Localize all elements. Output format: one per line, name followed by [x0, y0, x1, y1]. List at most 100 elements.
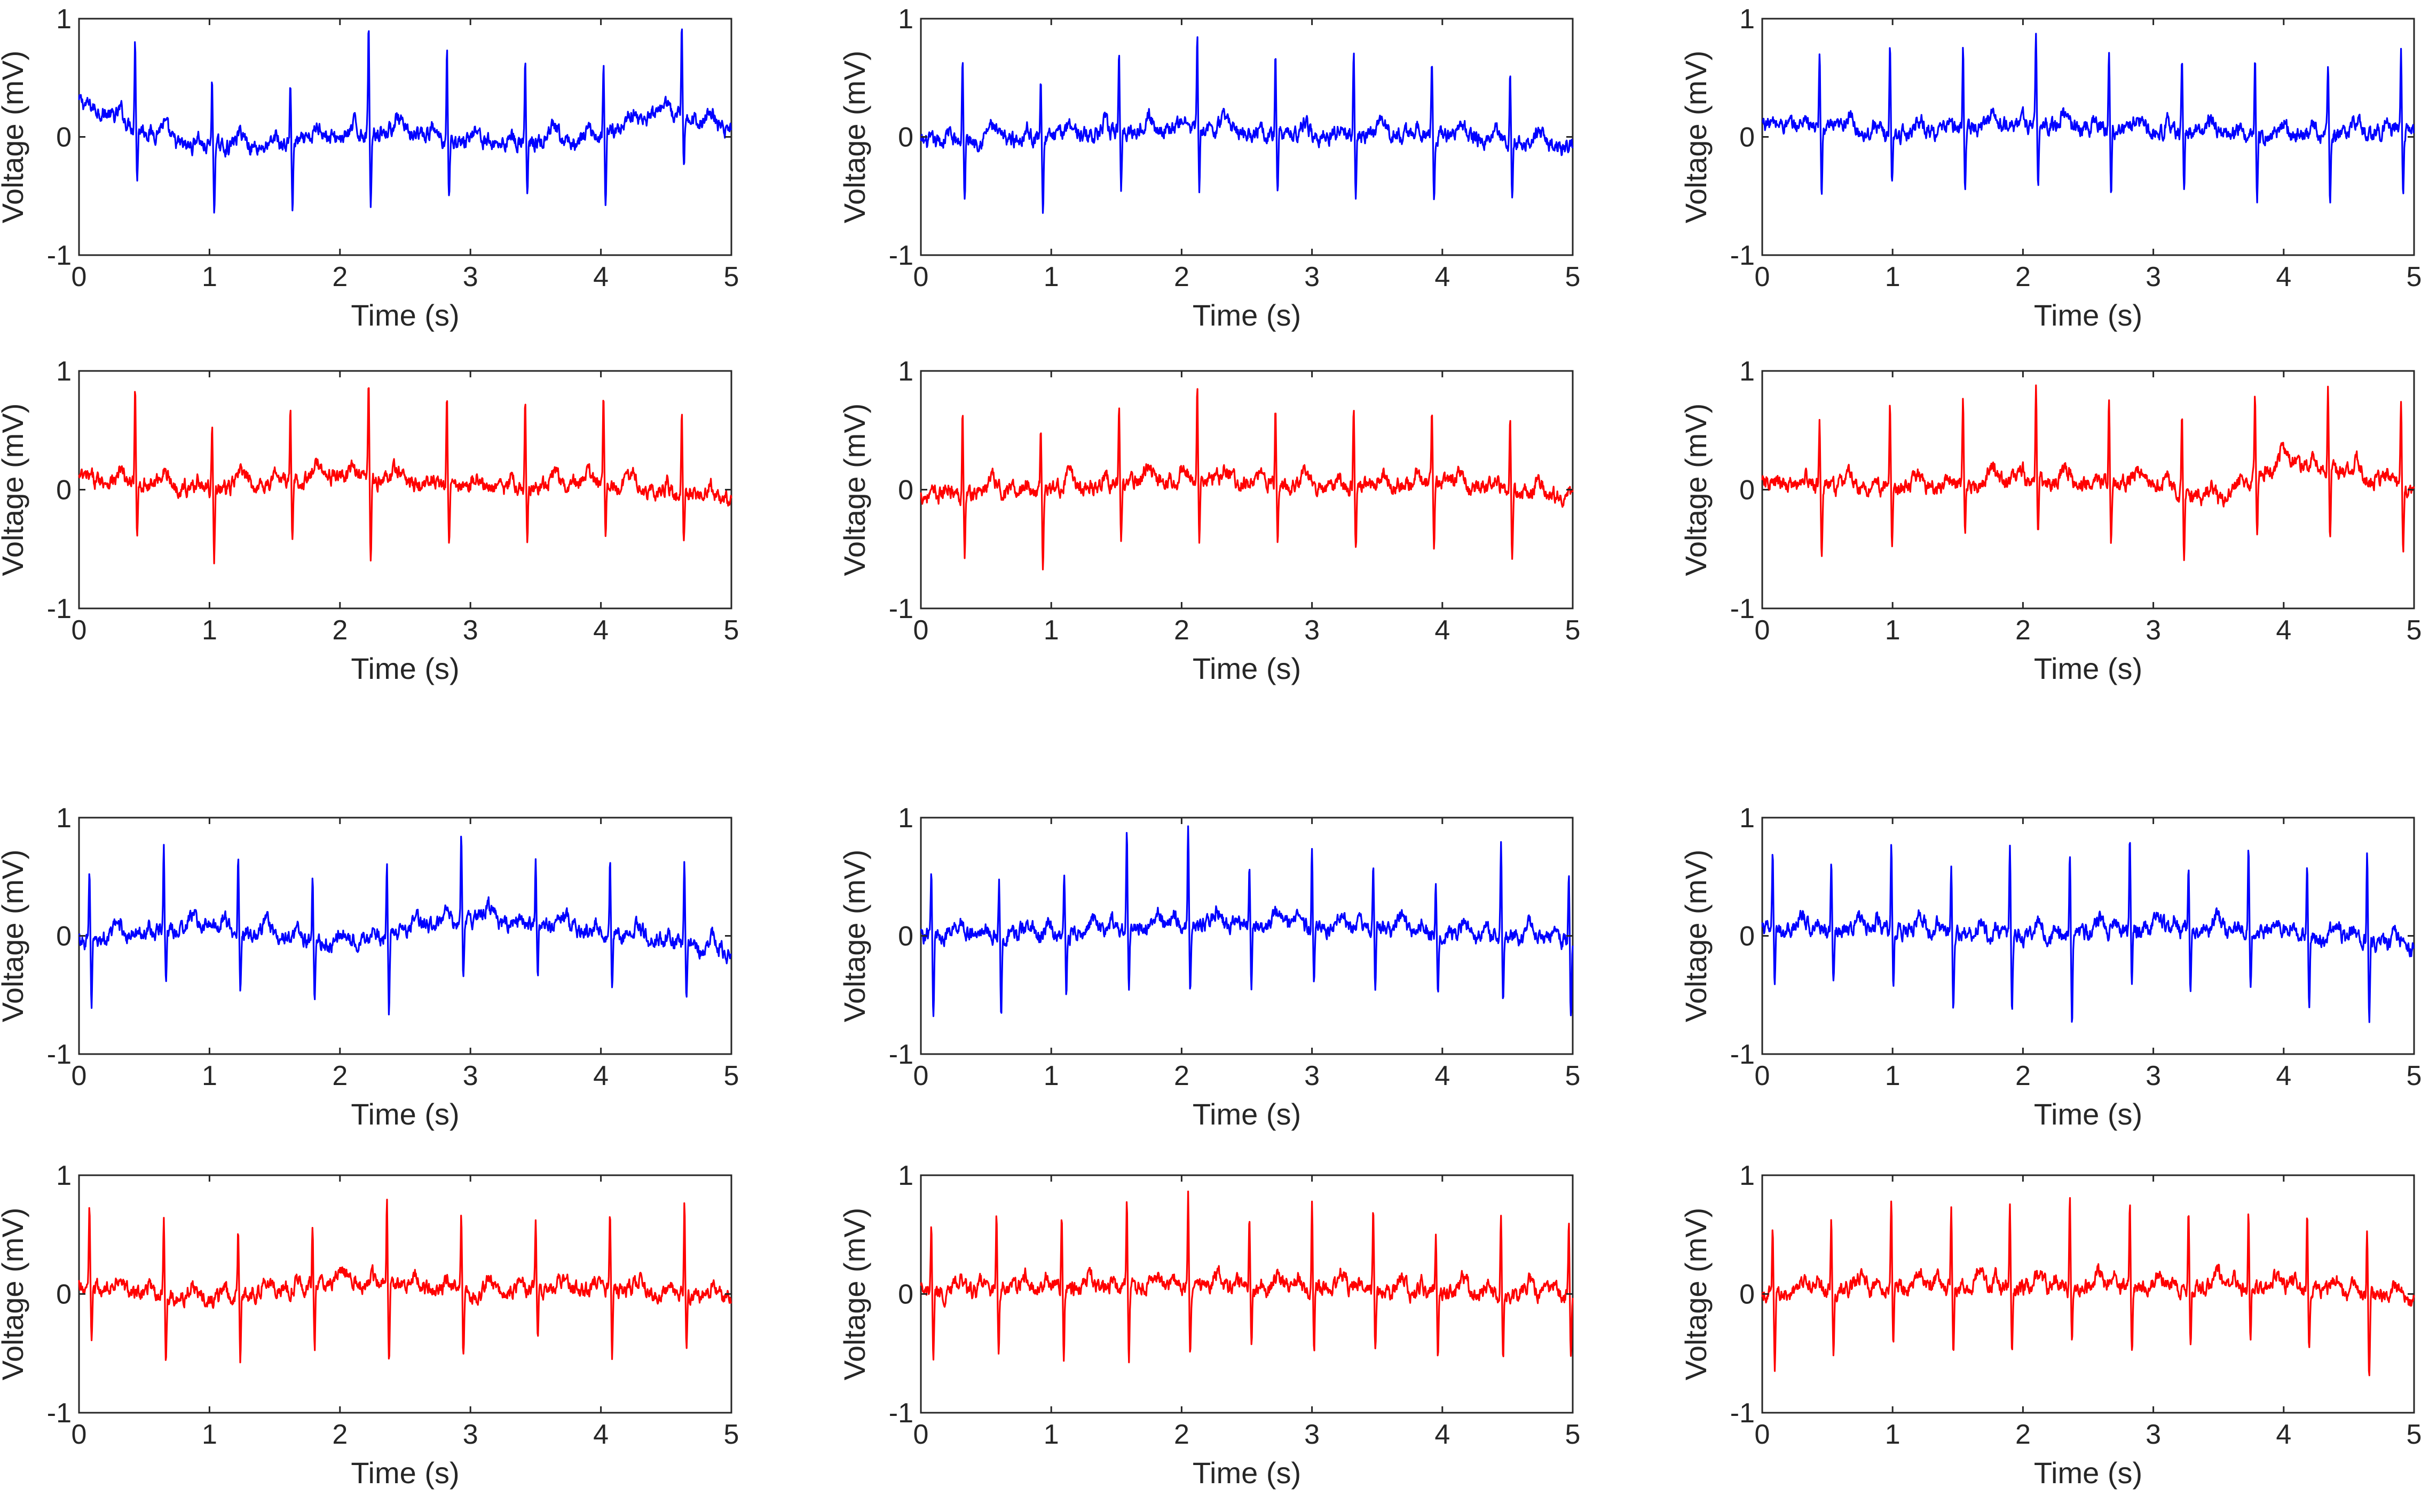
y-axis-label: Voltage (mV)	[0, 403, 29, 576]
y-tick-label: 0	[56, 475, 72, 506]
ecg-signal-line	[920, 825, 1574, 1017]
y-tick-label: 0	[56, 1279, 72, 1310]
y-tick-label: 1	[56, 356, 72, 387]
y-tick-label: -1	[889, 240, 913, 271]
x-tick-label: 1	[1885, 1419, 1900, 1450]
y-axis-label: Voltage (mV)	[838, 1208, 871, 1381]
ecg-signal-line	[1761, 842, 2415, 1023]
x-tick-label: 0	[72, 1060, 87, 1091]
y-axis-label: Voltage (mV)	[0, 1208, 29, 1381]
y-tick-label: 1	[1739, 356, 1755, 387]
x-tick-label: 5	[1565, 262, 1581, 292]
x-tick-label: 4	[593, 1060, 609, 1091]
x-tick-label: 5	[724, 1060, 739, 1091]
y-tick-label: 0	[898, 122, 913, 153]
y-tick-label: 0	[898, 921, 913, 952]
y-tick-label: 0	[1739, 921, 1755, 952]
x-tick-label: 0	[1755, 615, 1770, 646]
y-tick-label: -1	[47, 1398, 72, 1429]
x-tick-label: 4	[593, 1419, 609, 1450]
ecg-signal-line	[1762, 33, 2415, 204]
x-axis-label: Time (s)	[2034, 1456, 2142, 1490]
x-tick-label: 4	[1434, 1419, 1450, 1450]
y-tick-label: 1	[56, 803, 72, 834]
x-tick-label: 2	[2015, 615, 2031, 646]
x-tick-label: 5	[2407, 1060, 2422, 1091]
x-axis-label: Time (s)	[1193, 652, 1301, 685]
y-tick-label: -1	[47, 593, 72, 624]
y-axis-label: Voltage (mV)	[1679, 403, 1713, 576]
x-tick-label: 0	[72, 262, 87, 292]
ecg-signal-line	[78, 1199, 732, 1364]
y-tick-label: -1	[1730, 593, 1755, 624]
x-tick-label: 5	[1565, 615, 1581, 646]
x-tick-label: 4	[2276, 1060, 2291, 1091]
y-tick-label: 0	[1739, 122, 1755, 153]
ecg-signal-line	[78, 835, 732, 1016]
x-tick-label: 1	[202, 262, 217, 292]
y-tick-label: -1	[47, 240, 72, 271]
x-tick-label: 2	[2015, 1060, 2031, 1091]
x-tick-label: 3	[1304, 262, 1320, 292]
x-tick-label: 1	[202, 615, 217, 646]
y-tick-label: 0	[56, 921, 72, 952]
x-tick-label: 3	[463, 262, 478, 292]
plot-area	[1761, 1174, 2415, 1414]
y-tick-label: -1	[889, 1398, 913, 1429]
ecg-signal-line	[78, 387, 732, 565]
x-tick-label: 1	[1885, 262, 1900, 292]
x-axis-label: Time (s)	[1193, 298, 1301, 332]
y-tick-label: -1	[1730, 1039, 1755, 1070]
y-tick-label: 0	[1739, 475, 1755, 506]
y-axis-label: Voltage (mV)	[0, 850, 29, 1023]
x-tick-label: 4	[1434, 615, 1450, 646]
x-tick-label: 3	[463, 615, 478, 646]
x-tick-label: 4	[1434, 1060, 1450, 1091]
x-tick-label: 0	[72, 1419, 87, 1450]
y-tick-label: 0	[1739, 1279, 1755, 1310]
x-tick-label: 0	[913, 615, 929, 646]
x-tick-label: 0	[1755, 1060, 1770, 1091]
x-axis-label: Time (s)	[351, 1097, 459, 1131]
x-axis-label: Time (s)	[1193, 1097, 1301, 1131]
x-tick-label: 3	[1304, 1419, 1320, 1450]
ecg-signal-line	[1761, 1197, 2415, 1376]
y-tick-label: 0	[56, 122, 72, 153]
x-tick-label: 5	[724, 262, 739, 292]
x-tick-label: 2	[332, 615, 348, 646]
x-tick-label: 0	[913, 1419, 929, 1450]
x-tick-label: 5	[2407, 615, 2422, 646]
x-tick-label: 5	[724, 1419, 739, 1450]
y-tick-label: 1	[56, 1160, 72, 1191]
y-tick-label: 1	[1739, 4, 1755, 35]
y-axis-label: Voltage (mV)	[838, 51, 871, 224]
x-tick-label: 3	[1304, 1060, 1320, 1091]
x-tick-label: 0	[1755, 262, 1770, 292]
x-tick-label: 1	[1044, 1419, 1059, 1450]
x-tick-label: 0	[913, 1060, 929, 1091]
x-tick-label: 0	[72, 615, 87, 646]
x-tick-label: 5	[2407, 262, 2422, 292]
x-tick-label: 1	[1885, 615, 1900, 646]
plot-area	[78, 1174, 732, 1414]
plot-area	[1761, 18, 2415, 256]
y-tick-label: 1	[1739, 803, 1755, 834]
x-tick-label: 1	[202, 1060, 217, 1091]
x-tick-label: 1	[1044, 262, 1059, 292]
x-tick-label: 2	[2015, 1419, 2031, 1450]
x-tick-label: 3	[2146, 1060, 2161, 1091]
x-tick-label: 4	[2276, 615, 2291, 646]
x-tick-label: 0	[913, 262, 929, 292]
y-tick-label: -1	[47, 1039, 72, 1070]
plot-area	[78, 18, 732, 256]
